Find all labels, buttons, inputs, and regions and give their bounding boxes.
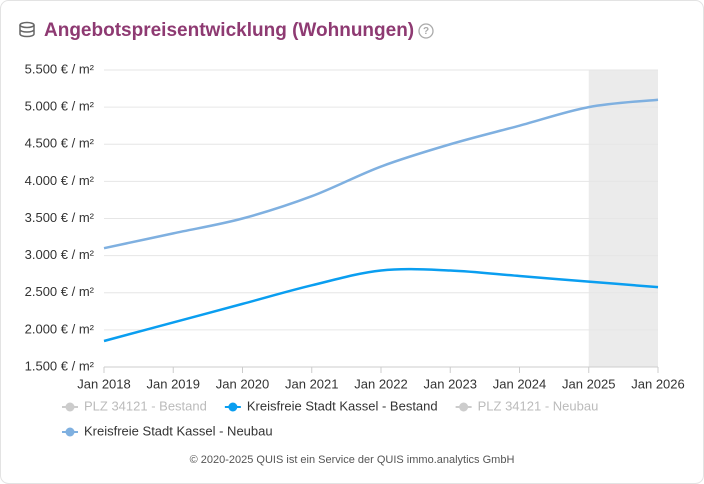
legend-swatch xyxy=(65,402,75,412)
y-tick-label: 1.500 € / m² xyxy=(25,358,95,373)
svg-text:?: ? xyxy=(423,26,429,37)
y-tick-label: 4.500 € / m² xyxy=(25,136,95,151)
legend-swatch xyxy=(459,402,469,412)
legend-swatch xyxy=(65,427,75,437)
y-tick-label: 5.500 € / m² xyxy=(25,61,95,76)
footer: © 2020-2025 QUIS ist ein Service der QUI… xyxy=(190,454,515,466)
series-line xyxy=(103,98,659,250)
legend-item[interactable]: Kreisfreie Stadt Kassel - Bestand xyxy=(224,398,438,413)
x-tick-label: Jan 2024 xyxy=(493,376,547,391)
x-tick-label: Jan 2021 xyxy=(285,376,339,391)
legend-label: Kreisfreie Stadt Kassel - Neubau xyxy=(84,423,273,438)
help-icon[interactable]: ? xyxy=(418,23,434,39)
chart-title: Angebotspreisentwicklung (Wohnungen) xyxy=(44,20,414,41)
legend-label: PLZ 34121 - Neubau xyxy=(478,398,599,413)
y-tick-label: 4.000 € / m² xyxy=(25,173,95,188)
legend-label: PLZ 34121 - Bestand xyxy=(84,398,207,413)
x-tick-label: Jan 2025 xyxy=(562,376,616,391)
legend-item[interactable]: Kreisfreie Stadt Kassel - Neubau xyxy=(62,423,273,438)
x-tick-label: Jan 2020 xyxy=(216,376,270,391)
x-tick-label: Jan 2022 xyxy=(354,376,408,391)
y-tick-label: 2.000 € / m² xyxy=(25,321,95,336)
x-tick-label: Jan 2026 xyxy=(631,376,685,391)
x-tick-label: Jan 2023 xyxy=(424,376,478,391)
legend-label: Kreisfreie Stadt Kassel - Bestand xyxy=(247,398,438,413)
legend-swatch xyxy=(228,402,238,412)
x-tick-label: Jan 2018 xyxy=(77,376,131,391)
legend-item[interactable]: PLZ 34121 - Neubau xyxy=(455,398,599,413)
y-tick-label: 3.500 € / m² xyxy=(25,210,95,225)
y-tick-label: 3.000 € / m² xyxy=(25,247,95,262)
x-tick-label: Jan 2019 xyxy=(147,376,201,391)
y-tick-label: 5.000 € / m² xyxy=(25,99,95,114)
title-icon xyxy=(19,21,35,38)
legend-item[interactable]: PLZ 34121 - Bestand xyxy=(62,398,207,413)
series-line xyxy=(103,267,659,343)
y-tick-label: 2.500 € / m² xyxy=(25,284,95,299)
